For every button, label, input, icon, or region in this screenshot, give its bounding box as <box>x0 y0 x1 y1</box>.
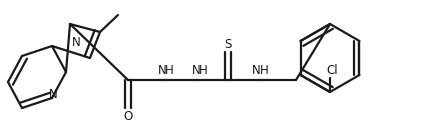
Text: N: N <box>192 63 200 76</box>
Text: H: H <box>259 63 268 76</box>
Text: N: N <box>49 87 57 100</box>
Text: N: N <box>158 63 166 76</box>
Text: N: N <box>251 63 260 76</box>
Text: O: O <box>123 109 133 123</box>
Text: N: N <box>72 35 80 48</box>
Text: S: S <box>224 38 232 51</box>
Text: H: H <box>164 63 173 76</box>
Text: H: H <box>198 63 207 76</box>
Text: Cl: Cl <box>326 63 338 76</box>
